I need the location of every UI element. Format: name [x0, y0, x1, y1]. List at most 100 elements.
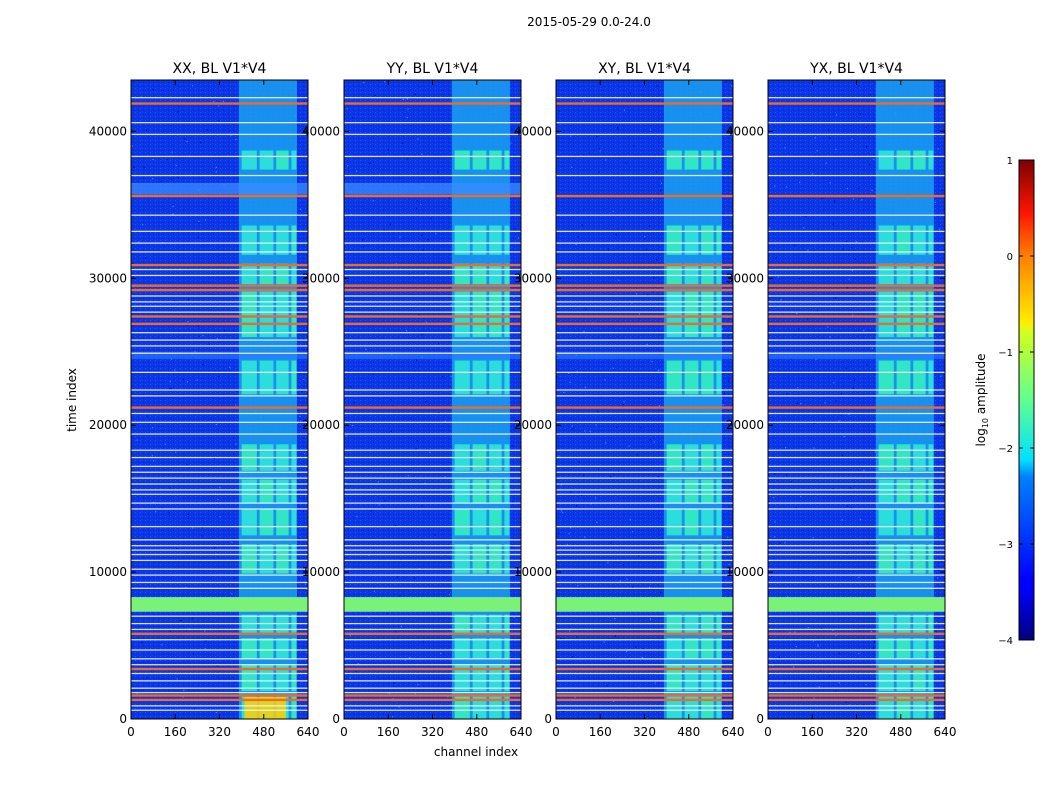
rfi-block	[701, 695, 714, 719]
rfi-block	[913, 263, 926, 285]
speckle	[599, 150, 601, 152]
flag-row-white	[556, 433, 733, 435]
flag-row-white	[556, 339, 733, 341]
speckle	[838, 420, 840, 422]
speckle	[658, 476, 660, 478]
flag-row-white	[768, 559, 945, 562]
flag-row-white	[344, 339, 521, 341]
rfi-block	[684, 263, 699, 285]
speckle	[569, 630, 571, 632]
speckle	[177, 111, 179, 113]
speckle	[851, 270, 853, 272]
panel-title: XX, BL V1*V4	[173, 61, 267, 77]
speckle	[653, 441, 655, 443]
speckle	[136, 693, 138, 695]
speckle	[723, 704, 725, 706]
flag-row-white	[768, 581, 945, 584]
rfi-block	[878, 664, 894, 692]
speckle	[202, 364, 204, 366]
flag-row-red	[556, 263, 733, 267]
x-tick-label: 160	[377, 725, 400, 739]
rfi-block	[504, 150, 510, 170]
flag-row-white	[768, 465, 945, 468]
speckle	[562, 638, 565, 640]
speckle	[349, 634, 352, 636]
flag-row-white	[556, 242, 733, 244]
flag-row-white	[556, 508, 733, 510]
speckle	[656, 259, 658, 261]
flag-row-red	[344, 667, 521, 671]
speckle	[351, 117, 353, 119]
speckle	[940, 375, 942, 377]
rfi-block	[504, 225, 510, 255]
rfi-block	[276, 664, 289, 692]
flag-row-white	[768, 133, 945, 136]
flag-row-white	[344, 268, 521, 271]
rfi-block	[666, 695, 682, 719]
rfi-block	[259, 638, 274, 659]
speckle	[444, 420, 446, 422]
rfi-block	[259, 360, 274, 395]
speckle	[582, 100, 585, 102]
flag-row-white	[131, 687, 308, 689]
flag-row-red	[768, 315, 945, 318]
flag-row-red	[556, 632, 733, 635]
speckle	[729, 134, 731, 136]
speckle	[648, 586, 651, 588]
speckle	[192, 527, 194, 529]
rfi-block	[701, 664, 714, 692]
flag-row-white	[344, 274, 521, 277]
flag-row-white	[131, 456, 308, 459]
heatmap-image	[768, 80, 945, 719]
flag-row-red	[344, 102, 521, 105]
speckle	[622, 404, 624, 406]
speckle	[152, 178, 154, 180]
rfi-block	[241, 614, 257, 634]
flag-row-white	[344, 155, 521, 158]
speckle	[511, 546, 513, 548]
y-tick-label: 40000	[302, 124, 340, 138]
speckle	[182, 696, 184, 698]
speckle	[421, 539, 423, 542]
rfi-block	[878, 614, 894, 634]
flag-row-white	[344, 352, 521, 354]
flag-row-white	[131, 371, 308, 374]
speckle	[145, 257, 147, 259]
speckle	[442, 376, 444, 378]
y-tick-label: 10000	[726, 565, 764, 579]
speckle	[132, 276, 134, 279]
speckle	[785, 446, 787, 449]
speckle	[402, 98, 404, 101]
speckle	[801, 697, 803, 699]
speckle	[205, 640, 207, 642]
speckle	[619, 580, 621, 582]
flag-row-white	[131, 553, 308, 556]
rfi-block	[241, 263, 257, 285]
speckle	[421, 153, 423, 155]
rfi-block	[666, 263, 682, 285]
flag-row-white	[131, 587, 308, 589]
rfi-block	[259, 225, 274, 255]
rfi-block	[716, 479, 722, 504]
speckle	[935, 631, 937, 633]
speckle	[415, 359, 418, 361]
flag-row-white	[768, 97, 945, 99]
flag-row-white	[131, 242, 308, 244]
flag-row-white	[556, 628, 733, 631]
flag-row-red	[768, 632, 945, 635]
rfi-block	[454, 664, 470, 692]
speckle	[829, 137, 831, 139]
speckle	[617, 470, 620, 472]
speckle	[728, 380, 730, 382]
flag-row-white	[556, 649, 733, 651]
speckle	[409, 273, 411, 276]
panel-title: YX, BL V1*V4	[809, 61, 903, 77]
speckle	[384, 500, 386, 502]
rfi-block	[666, 150, 682, 170]
speckle	[617, 126, 619, 128]
rfi-block	[489, 150, 502, 170]
flag-row-white	[768, 568, 945, 570]
speckle	[865, 684, 867, 686]
speckle	[299, 208, 302, 210]
speckle	[584, 536, 586, 538]
